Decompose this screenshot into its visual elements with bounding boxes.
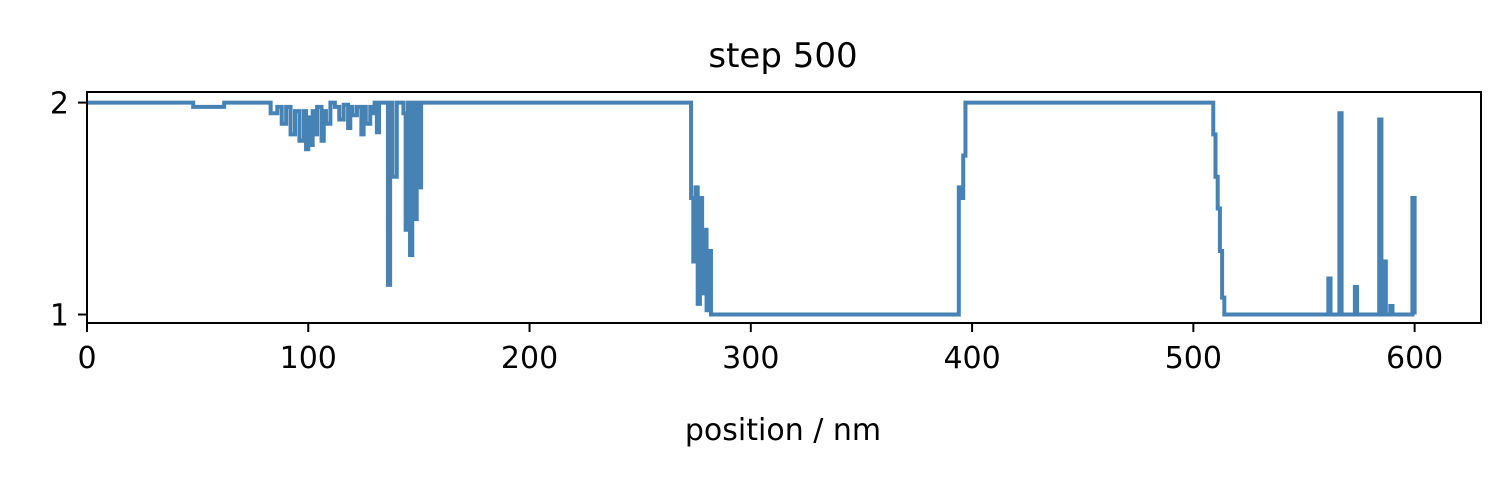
- x-tick-label: 400: [943, 341, 1000, 376]
- chart-title: step 500: [708, 36, 857, 76]
- x-axis-label: position / nm: [685, 413, 881, 448]
- x-tick-label: 0: [77, 341, 96, 376]
- x-tick-label: 600: [1386, 341, 1443, 376]
- y-tick-label: 1: [50, 299, 69, 334]
- y-axis: 12: [50, 87, 87, 334]
- x-tick-label: 500: [1165, 341, 1222, 376]
- plot-area: [87, 100, 1417, 317]
- x-tick-label: 100: [280, 341, 337, 376]
- plot-frame: [86, 91, 1482, 324]
- series-line: [87, 100, 1417, 317]
- x-tick-label: 300: [722, 341, 779, 376]
- x-axis: 0 100 200 300 400 500 600: [77, 323, 1443, 376]
- x-tick-label: 200: [501, 341, 558, 376]
- y-tick-label: 2: [50, 87, 69, 122]
